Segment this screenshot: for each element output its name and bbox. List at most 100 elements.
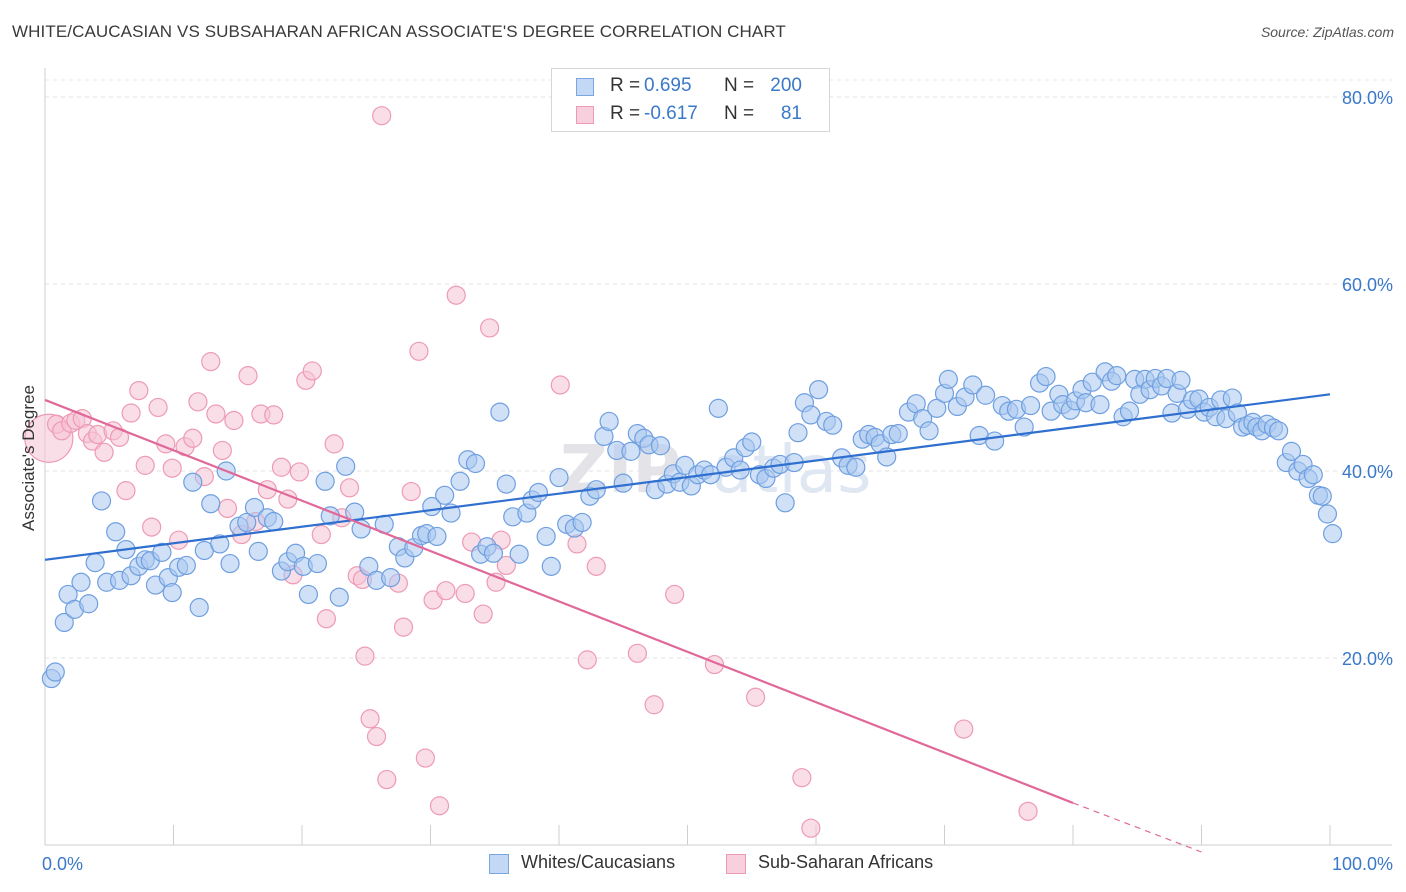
white-point (490, 402, 510, 422)
sub-saharan-point (627, 643, 647, 663)
white-point (1020, 395, 1041, 416)
y-tick-label: 40.0% (1342, 462, 1393, 482)
bottom-legend-label-subsaharan: Sub-Saharan Africans (758, 852, 934, 872)
white-point (919, 421, 939, 441)
sub-saharan-trend-line (44, 398, 1074, 804)
sub-saharan-point (393, 617, 414, 637)
sub-saharan-point (212, 440, 232, 461)
white-point (742, 432, 762, 452)
sub-saharan-point (436, 581, 456, 601)
sub-saharan-point (792, 768, 812, 788)
white-point (1082, 372, 1102, 392)
white-point (244, 497, 265, 518)
white-point (298, 584, 319, 605)
white-point (152, 542, 172, 562)
x-tick-label-max: 100.0% (1332, 854, 1393, 874)
white-point (351, 519, 371, 539)
sub-saharan-point (586, 556, 606, 576)
sub-saharan-point (550, 375, 570, 395)
white-point (823, 415, 843, 435)
sub-saharan-point (116, 481, 136, 501)
sub-saharan-point (446, 285, 466, 305)
white-point (91, 491, 112, 511)
sub-saharan-point (429, 796, 450, 816)
legend-n-label: N = (724, 75, 755, 96)
white-point (483, 543, 504, 563)
white-point (985, 431, 1005, 451)
sub-saharan-point (423, 590, 443, 610)
white-point (775, 493, 795, 513)
white-point (536, 526, 556, 547)
white-point (938, 369, 958, 389)
y-axis-title: Associate's Degree (19, 385, 38, 531)
source-label: Source: ZipAtlas.com (1260, 24, 1394, 40)
sub-saharan-point (316, 609, 337, 629)
sub-saharan-point (188, 392, 208, 412)
sub-saharan-point (311, 524, 331, 545)
white-point (201, 494, 221, 514)
legend-n-value-subsaharan: 81 (780, 103, 802, 124)
sub-saharan-point (302, 361, 322, 381)
white-point (541, 556, 561, 576)
correlation-legend: R = 0.695 N = 200 R = -0.617 N = 81 (551, 68, 830, 132)
white-trend-line (44, 393, 1331, 561)
white-point (1119, 401, 1140, 421)
sub-saharan-point (148, 397, 168, 418)
white-point (496, 474, 516, 494)
y-tick-label: 80.0% (1342, 88, 1393, 108)
white-point (176, 555, 196, 576)
white-point (621, 441, 641, 461)
legend-row-subsaharan: R = -0.617 N = 81 (552, 101, 829, 127)
sub-saharan-point (473, 604, 493, 624)
white-point (465, 453, 486, 474)
white-point (1312, 486, 1332, 506)
white-point (1036, 366, 1056, 387)
y-tick-label: 20.0% (1342, 649, 1393, 669)
white-point (106, 522, 126, 542)
sub-saharan-point (496, 555, 516, 576)
white-point (307, 553, 328, 574)
sub-saharan-point (954, 719, 974, 739)
white-point (808, 380, 829, 400)
tick-labels: 20.0% 40.0% 60.0% 80.0% 0.0% 100.0% Associate'… (19, 88, 1393, 874)
white-point (435, 485, 455, 505)
sub-saharan-point (224, 410, 244, 431)
white-point (976, 385, 996, 405)
white-point (708, 398, 728, 418)
sub-saharan-point (264, 405, 284, 425)
sub-saharan-point (121, 403, 141, 423)
white-point (329, 587, 349, 607)
sub-saharan-point (129, 380, 149, 401)
white-point (1090, 395, 1110, 415)
white-point (79, 594, 99, 614)
sub-saharan-point (271, 457, 292, 477)
white-point (237, 512, 257, 533)
bottom-legend-swatch-subsaharan (726, 854, 746, 874)
bottom-legend-swatch-white (489, 854, 509, 874)
white-point (1317, 504, 1338, 524)
white-point (54, 612, 74, 633)
sub-saharan-point (162, 458, 182, 478)
sub-saharan-point (289, 462, 310, 482)
sub-saharan-point (324, 434, 344, 454)
legend-r-value-white: 0.695 (644, 75, 692, 96)
white-point (572, 512, 592, 533)
white-point (315, 471, 335, 491)
white-points (41, 362, 1343, 689)
sub-saharan-point (360, 709, 380, 729)
legend-r-label: R = (610, 103, 641, 124)
white-point (85, 553, 105, 573)
white-point (788, 423, 808, 443)
legend-swatch-white (576, 78, 594, 96)
white-point (427, 526, 447, 547)
white-point (450, 471, 470, 491)
white-point (1014, 417, 1034, 437)
white-point (71, 572, 91, 592)
white-point (220, 553, 240, 574)
sub-saharan-point (480, 318, 500, 338)
white-point (599, 411, 619, 432)
bottom-legend-label-white: Whites/Caucasians (521, 852, 676, 872)
sub-saharan-point (206, 404, 226, 424)
white-point (549, 467, 569, 488)
